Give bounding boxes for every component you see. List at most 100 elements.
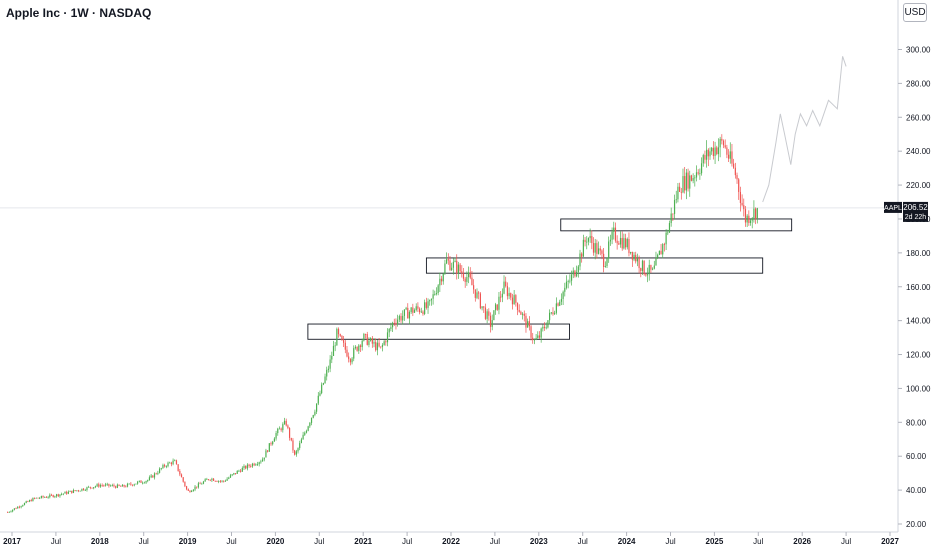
candle-body (646, 274, 649, 276)
candle-body (143, 482, 145, 484)
candle-body (101, 485, 103, 486)
candle-body (675, 199, 677, 201)
candle-body (32, 497, 34, 502)
candle-body (118, 484, 120, 486)
candle-body (17, 506, 19, 509)
candle-body (655, 257, 657, 266)
candle-body (305, 430, 308, 433)
candle-body (744, 209, 747, 223)
candle-body (479, 293, 481, 309)
candle-body (645, 274, 647, 276)
candle-body (12, 509, 14, 512)
x-tick-label: Jul (139, 537, 149, 546)
candle-body (282, 424, 284, 431)
candle-body (18, 506, 21, 508)
candle-body (587, 238, 590, 242)
candle-body (351, 358, 353, 363)
candle-body (20, 506, 22, 508)
candle-body (437, 285, 439, 294)
candle-body (592, 243, 595, 253)
candle-body (538, 335, 541, 338)
candle-body (662, 244, 664, 255)
candle-body (182, 477, 184, 482)
candle-body (233, 473, 235, 475)
candle-body (326, 369, 328, 377)
candle-body (430, 298, 433, 301)
candle-body (500, 296, 502, 298)
candle-body (413, 310, 416, 313)
candle-body (116, 484, 118, 488)
projection-line (762, 56, 847, 203)
candle-body (721, 138, 723, 141)
candle-body (277, 428, 279, 434)
y-tick-label: 20.00 (906, 520, 927, 529)
candle-body (630, 251, 632, 254)
candle-body (729, 151, 731, 159)
currency-button[interactable]: USD (903, 3, 927, 22)
candle-body (743, 205, 745, 210)
x-tick-label: Jul (314, 537, 324, 546)
candle-body (299, 443, 301, 449)
candle-body (722, 140, 725, 146)
candle-body (635, 254, 637, 262)
chart-title: Apple Inc · 1W · NASDAQ (6, 6, 152, 20)
candle-body (574, 270, 576, 277)
candle-body (285, 420, 287, 426)
candle-body (207, 479, 210, 481)
candle-body (746, 215, 748, 223)
candle-body (7, 512, 9, 513)
candle-body (417, 306, 419, 309)
candle-body (523, 313, 525, 316)
candle-body (383, 341, 385, 345)
candle-body (98, 484, 100, 487)
candle-body (408, 312, 411, 319)
x-tick-label: 2018 (91, 537, 109, 546)
candle-body (104, 484, 107, 486)
price-tag-layer: AAPL 206.52 2d 22h (884, 201, 928, 222)
candle-body (586, 241, 588, 243)
y-tick-label: 80.00 (906, 418, 927, 427)
candle-body (121, 484, 124, 487)
candle-body (197, 483, 200, 488)
candle-body (28, 500, 31, 502)
candle-body (388, 328, 390, 333)
candle-body (66, 491, 68, 494)
candle-body (126, 483, 129, 487)
candle-body (290, 437, 292, 441)
candle-body (521, 313, 524, 315)
candle-body (692, 177, 694, 181)
candle-body (618, 243, 620, 245)
candle-body (673, 200, 676, 214)
candle-body (356, 346, 358, 351)
candle-body (211, 478, 213, 481)
candle-body (528, 321, 530, 327)
candle-body (733, 163, 735, 168)
candle-body (652, 268, 654, 270)
candle-body (30, 500, 32, 502)
y-tick-label: 280.00 (906, 79, 931, 88)
candle-body (49, 494, 51, 498)
candle-body (150, 475, 152, 478)
candle-body (91, 487, 93, 489)
candle-body (184, 481, 186, 487)
x-tick-label: 2023 (530, 537, 548, 546)
candle-body (324, 376, 326, 384)
candle-body (554, 312, 556, 315)
candle-body (76, 490, 78, 492)
candle-body (380, 346, 382, 348)
candle-body (397, 319, 399, 325)
candle-body (288, 428, 291, 438)
candle-body (67, 491, 69, 494)
candle-body (440, 278, 443, 282)
candle-body (179, 471, 181, 475)
candle-body (201, 483, 203, 485)
candle-body (185, 486, 188, 490)
candle-body (74, 490, 76, 491)
candle-body (570, 274, 573, 281)
candle-body (329, 359, 331, 369)
candle-body (120, 485, 122, 487)
candle-body (86, 487, 88, 491)
candle-body (562, 291, 564, 299)
candle-body (164, 464, 166, 467)
